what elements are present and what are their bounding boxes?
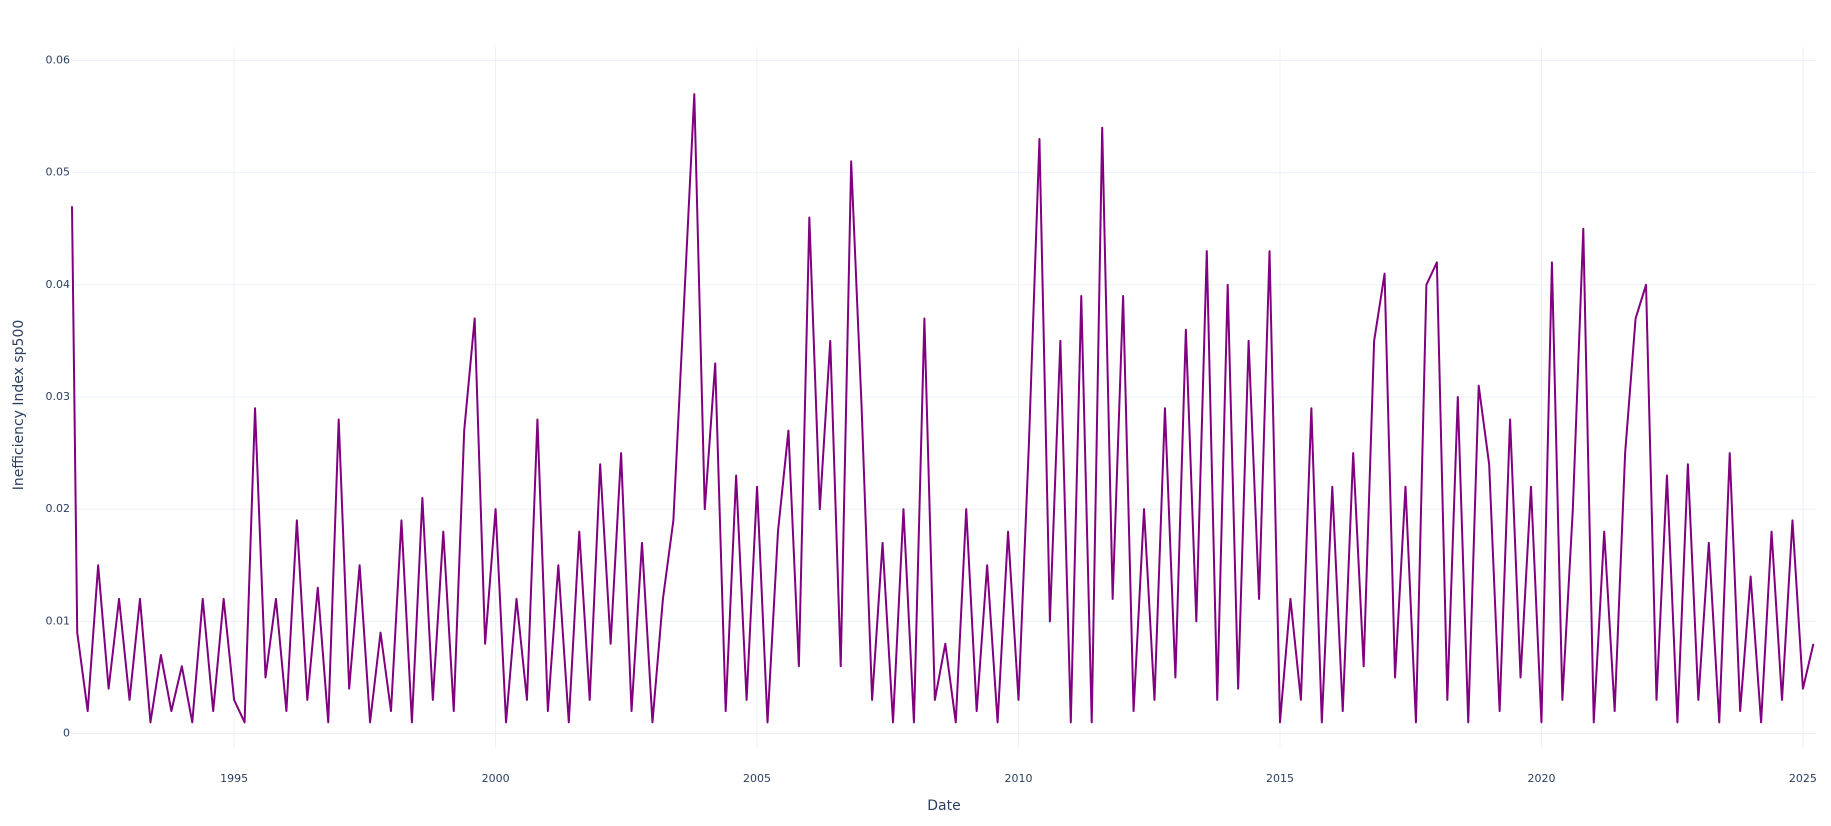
- x-axis-title: Date: [927, 798, 960, 814]
- y-axis-title: Inefficiency Index sp500: [11, 320, 27, 491]
- x-tick-label: 1995: [220, 772, 248, 785]
- x-tick-label: 2000: [482, 772, 510, 785]
- y-tick-label: 0.05: [46, 166, 71, 179]
- x-tick-label: 2015: [1266, 772, 1294, 785]
- y-tick-label: 0: [63, 727, 70, 740]
- data-line: [71, 93, 1815, 724]
- x-tick-label: 2005: [743, 772, 771, 785]
- y-tick-label: 0.01: [46, 614, 71, 627]
- x-tick-label: 2025: [1789, 772, 1817, 785]
- y-tick-label: 0.03: [46, 390, 71, 403]
- x-tick-label: 2020: [1527, 772, 1555, 785]
- y-tick-label: 0.02: [46, 502, 71, 515]
- y-tick-label: 0.04: [46, 278, 71, 291]
- y-tick-label: 0.06: [46, 53, 71, 66]
- x-tick-label: 2010: [1005, 772, 1033, 785]
